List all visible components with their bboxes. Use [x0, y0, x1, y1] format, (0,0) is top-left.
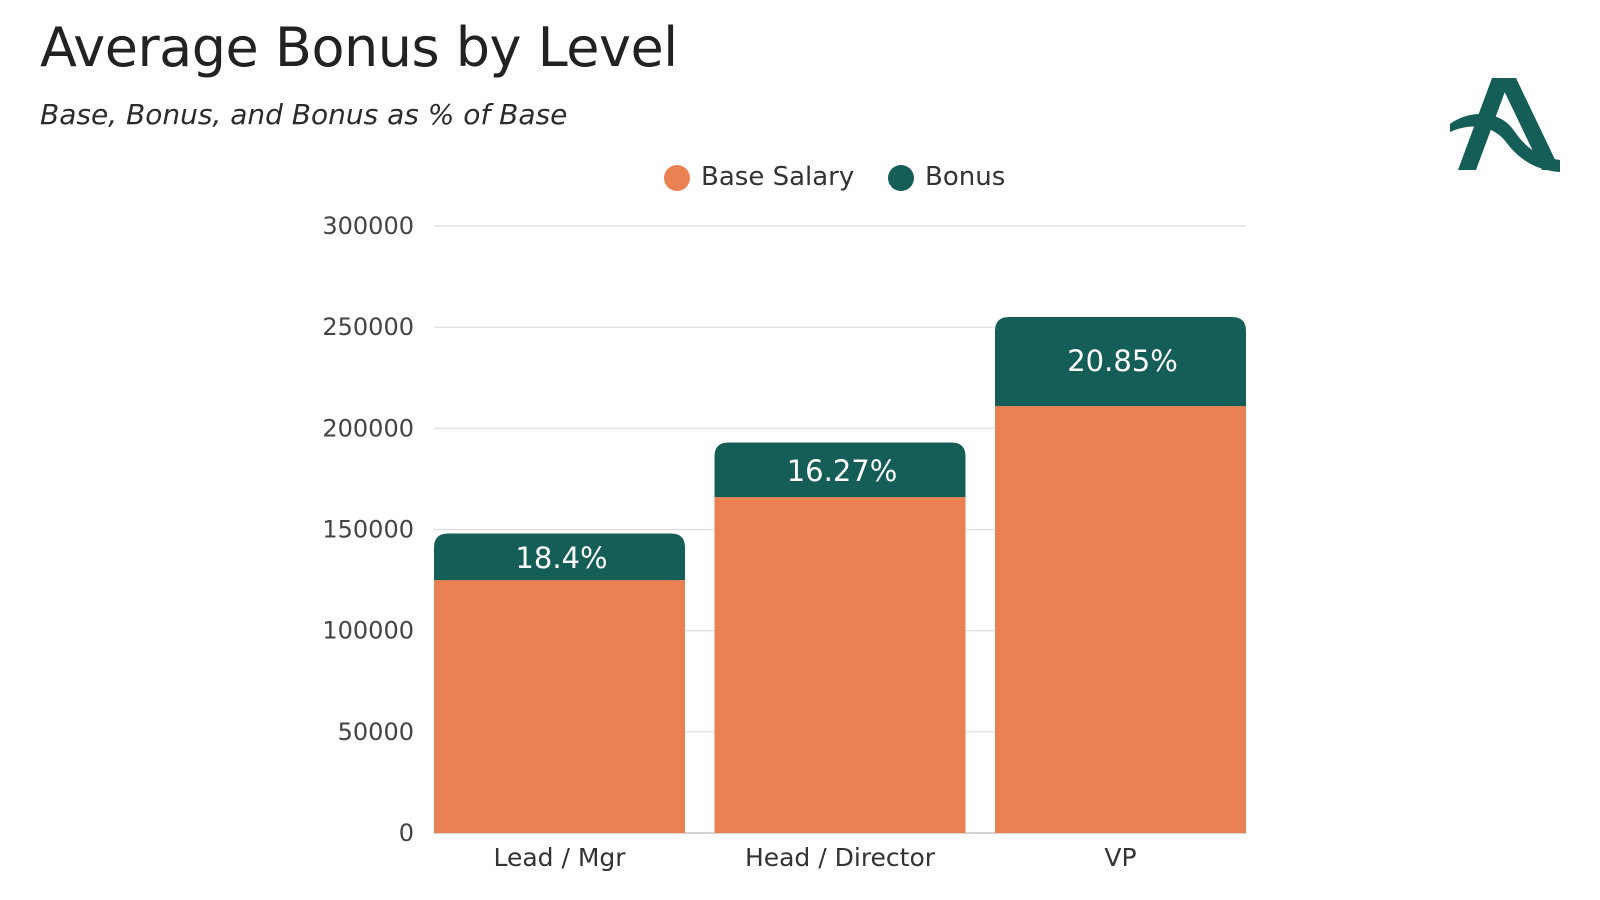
legend-label: Base Salary: [701, 162, 854, 192]
x-axis: Lead / Mgr Head / Director VP: [493, 843, 1136, 872]
y-tick-label: 0: [399, 819, 414, 847]
x-category-label: Head / Director: [745, 843, 936, 872]
y-tick-label: 50000: [338, 718, 414, 746]
chart-title: Average Bonus by Level: [40, 16, 678, 79]
bonus-percent-label: 20.85%: [1067, 344, 1178, 378]
chart-bars: 18.4% 16.27% 20.85%: [434, 317, 1246, 833]
legend-swatch: [664, 165, 690, 191]
logo-right-stroke: [1498, 78, 1560, 170]
x-category-label: Lead / Mgr: [493, 843, 626, 872]
y-tick-label: 250000: [322, 313, 414, 341]
logo-swoosh: [1450, 113, 1560, 172]
bonus-percent-label: 18.4%: [515, 541, 607, 575]
chart-subtitle: Base, Bonus, and Bonus as % of Base: [40, 98, 568, 131]
y-tick-label: 300000: [322, 212, 414, 240]
y-tick-label: 200000: [322, 414, 414, 442]
bar-base-salary: [714, 497, 966, 833]
bar-bonus: [714, 442, 966, 498]
legend-swatch: [888, 165, 914, 191]
y-axis: 0 50000 100000 150000 200000 250000 300000: [322, 212, 414, 847]
bar-bonus: [995, 317, 1246, 407]
bar-bonus: [434, 533, 685, 581]
bar-base-salary: [434, 580, 685, 833]
x-category-label: VP: [1104, 843, 1136, 872]
bar-base-salary: [995, 406, 1246, 833]
bonus-percent-label: 16.27%: [787, 454, 898, 488]
y-tick-label: 150000: [322, 516, 414, 544]
legend-label: Bonus: [925, 162, 1005, 192]
y-tick-label: 100000: [322, 617, 414, 645]
chart-legend: Base Salary Bonus: [664, 162, 1005, 192]
stylized-a-logo-icon: [1450, 78, 1560, 172]
